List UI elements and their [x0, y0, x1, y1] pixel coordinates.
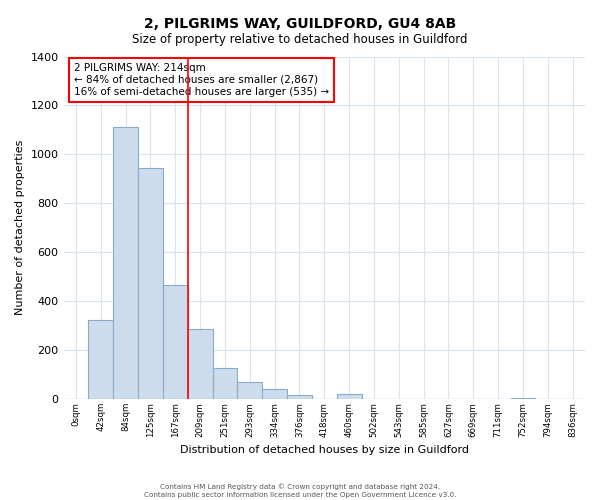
Text: Contains HM Land Registry data © Crown copyright and database right 2024.
Contai: Contains HM Land Registry data © Crown c…: [144, 484, 456, 498]
Bar: [88, 320, 113, 399]
Bar: [188, 330, 212, 399]
Text: 2, PILGRIMS WAY, GUILDFORD, GU4 8AB: 2, PILGRIMS WAY, GUILDFORD, GU4 8AB: [144, 18, 456, 32]
Bar: [163, 286, 188, 399]
Text: 2 PILGRIMS WAY: 214sqm
← 84% of detached houses are smaller (2,867)
16% of semi-: 2 PILGRIMS WAY: 214sqm ← 84% of detached…: [74, 64, 329, 96]
Bar: [113, 128, 138, 399]
Bar: [337, 394, 362, 399]
Y-axis label: Number of detached properties: Number of detached properties: [15, 140, 25, 316]
Text: Size of property relative to detached houses in Guildford: Size of property relative to detached ho…: [132, 32, 468, 46]
Bar: [138, 168, 163, 399]
Bar: [212, 368, 238, 399]
Bar: [262, 388, 287, 399]
Bar: [238, 382, 262, 399]
X-axis label: Distribution of detached houses by size in Guildford: Distribution of detached houses by size …: [180, 445, 469, 455]
Bar: [511, 398, 535, 399]
Bar: [287, 394, 312, 399]
